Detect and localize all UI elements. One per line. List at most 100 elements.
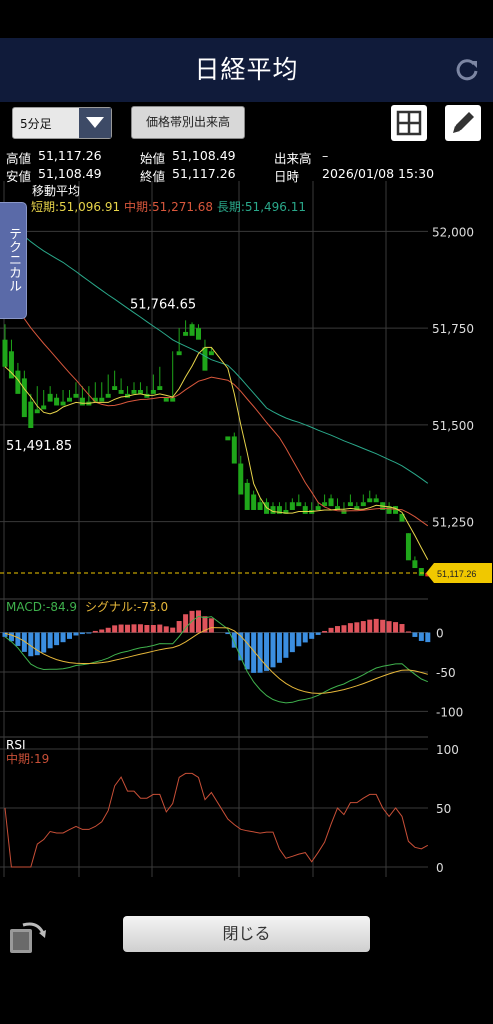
candle: [131, 390, 137, 394]
macd-histogram-bar: [309, 632, 315, 639]
macd-histogram-bar: [15, 632, 21, 646]
macd-histogram-bar: [28, 632, 34, 657]
candle: [60, 401, 66, 406]
y-tick-label: 52,000: [432, 225, 474, 239]
candle: [335, 506, 340, 510]
candle: [189, 324, 195, 336]
open-label: 始値: [140, 151, 166, 166]
macd-histogram-bar: [2, 632, 8, 637]
candle: [231, 436, 237, 464]
macd-histogram-bar: [257, 632, 263, 673]
grid-icon[interactable]: [391, 105, 427, 141]
macd-histogram-bar: [276, 632, 282, 663]
macd-histogram-bar: [47, 632, 53, 649]
macd-histogram-bar: [73, 632, 79, 636]
candle: [41, 405, 47, 410]
candle: [54, 397, 60, 406]
rotate-screen-icon[interactable]: [9, 915, 49, 955]
candle: [251, 494, 257, 510]
rsi-y-tick-label: 50: [436, 802, 451, 816]
macd-histogram-bar: [225, 632, 231, 635]
candle: [354, 506, 360, 510]
period-select[interactable]: 5分足: [12, 107, 112, 139]
ma-mid-line: [4, 297, 429, 527]
period-select-value: 5分足: [20, 117, 52, 131]
candle: [347, 502, 353, 507]
candle: [47, 393, 53, 402]
datetime-label: 日時: [274, 169, 300, 184]
macd-y-tick-label: -100: [436, 705, 463, 719]
candle: [8, 351, 14, 379]
macd-histogram-bar: [79, 632, 85, 635]
close-label: 終値: [140, 169, 166, 184]
candle: [399, 513, 405, 522]
chevron-down-icon: [79, 108, 111, 138]
pencil-icon[interactable]: [445, 105, 481, 141]
candle: [328, 498, 334, 507]
candle: [196, 328, 201, 340]
macd-histogram-bar: [296, 632, 302, 647]
candle: [270, 506, 276, 514]
candle: [176, 351, 182, 356]
macd-histogram-bar: [341, 625, 347, 633]
candle: [386, 506, 392, 514]
candle: [150, 390, 156, 394]
candle: [341, 509, 347, 514]
candle: [367, 498, 373, 503]
macd-histogram-bar: [176, 621, 182, 633]
macd-histogram-bar: [99, 629, 105, 633]
macd-histogram-bar: [86, 632, 92, 634]
macd-histogram-bar: [238, 632, 244, 661]
macd-histogram-bar: [289, 632, 295, 653]
ma-long-line: [4, 220, 429, 484]
macd-histogram-bar: [150, 625, 156, 633]
rsi-mid-label: 中期:19: [6, 751, 49, 766]
current-price-flag: [426, 562, 492, 583]
macd-histogram-bar: [105, 627, 111, 633]
candle: [34, 409, 40, 414]
macd-histogram-bar: [231, 632, 237, 648]
macd-histogram-bar: [202, 616, 208, 633]
price-chart[interactable]: 51,117.26 52,000 51,750 51,500 51,250 51,764.…: [0, 181, 493, 877]
candle: [360, 502, 366, 507]
candle: [373, 498, 379, 503]
volume-by-price-button[interactable]: 価格帯別出来高: [131, 106, 245, 139]
macd-histogram-bar: [163, 626, 169, 633]
candle: [202, 347, 208, 371]
high-value: 51,117.26: [38, 148, 102, 163]
open-value: 51,108.49: [172, 148, 236, 163]
volume-value: –: [322, 148, 329, 163]
candle: [15, 370, 21, 394]
macd-histogram-bar: [335, 626, 340, 633]
macd-histogram-bar: [34, 632, 40, 656]
close-button[interactable]: 閉じる: [123, 916, 370, 952]
macd-histogram-bar: [302, 632, 308, 643]
candle: [118, 390, 124, 394]
page-title: 日経平均: [194, 55, 299, 84]
macd-histogram-bar: [354, 622, 360, 633]
macd-histogram-bar: [125, 624, 131, 633]
candle: [28, 401, 34, 428]
refresh-icon[interactable]: [452, 54, 482, 84]
technical-tab[interactable]: テクニカル: [0, 202, 27, 319]
candle: [405, 533, 411, 561]
macd-histogram-bar: [360, 621, 366, 633]
datetime-value: 2026/01/08 15:30: [322, 166, 435, 181]
macd-histogram-bar: [412, 632, 418, 637]
ma-legend-mid: 中期:51,271.68: [120, 199, 213, 214]
ma-legend: 短期:51,096.91 中期:51,271.68 長期:51,496.11: [31, 199, 306, 214]
candle: [225, 436, 231, 441]
macd-histogram-bar: [118, 624, 124, 633]
low-value: 51,108.49: [38, 166, 102, 181]
rsi-line: [4, 772, 429, 868]
high-annotation: 51,764.65: [130, 297, 196, 312]
macd-histogram-bar: [67, 632, 72, 639]
macd-histogram-bar: [54, 632, 60, 646]
candle: [157, 386, 163, 390]
macd-histogram-bar: [137, 624, 143, 633]
macd-y-tick-label: -50: [436, 666, 456, 680]
macd-histogram-bar: [405, 631, 411, 633]
candle: [105, 393, 111, 398]
macd-histogram-bar: [8, 632, 14, 642]
candle: [393, 506, 399, 514]
